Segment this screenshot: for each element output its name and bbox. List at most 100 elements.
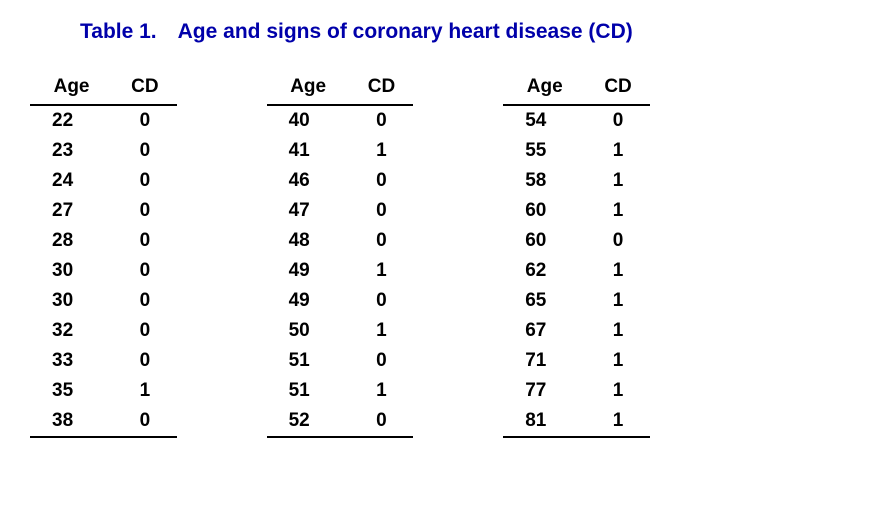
cell-cd: 1	[113, 376, 176, 406]
cell-cd: 0	[113, 286, 176, 316]
table-row: 671	[503, 316, 650, 346]
table-row: 490	[267, 286, 414, 316]
table-row: 510	[267, 346, 414, 376]
cell-age: 23	[30, 136, 113, 166]
cell-cd: 0	[113, 406, 176, 437]
cell-cd: 0	[113, 166, 176, 196]
cell-cd: 1	[586, 256, 649, 286]
table-row: 300	[30, 256, 177, 286]
cell-age: 71	[503, 346, 586, 376]
column-header-age: Age	[503, 72, 586, 105]
table-row: 600	[503, 226, 650, 256]
table-row: 280	[30, 226, 177, 256]
cell-age: 38	[30, 406, 113, 437]
table-row: 601	[503, 196, 650, 226]
cell-cd: 1	[586, 406, 649, 437]
table-row: 230	[30, 136, 177, 166]
cell-age: 46	[267, 166, 350, 196]
cell-age: 81	[503, 406, 586, 437]
cell-age: 51	[267, 346, 350, 376]
column-header-cd: CD	[350, 72, 413, 105]
cell-age: 60	[503, 196, 586, 226]
cell-cd: 1	[586, 316, 649, 346]
cell-cd: 0	[350, 226, 413, 256]
cell-age: 52	[267, 406, 350, 437]
table-row: 811	[503, 406, 650, 437]
table-row: 380	[30, 406, 177, 437]
data-table-1: AgeCD400411460470480491490501510511520	[267, 72, 414, 438]
cell-cd: 0	[586, 105, 649, 136]
cell-age: 55	[503, 136, 586, 166]
cell-age: 65	[503, 286, 586, 316]
table-row: 621	[503, 256, 650, 286]
cell-age: 49	[267, 256, 350, 286]
table-row: 460	[267, 166, 414, 196]
table-row: 320	[30, 316, 177, 346]
table-row: 330	[30, 346, 177, 376]
cell-cd: 1	[350, 316, 413, 346]
cell-age: 41	[267, 136, 350, 166]
cell-cd: 0	[350, 406, 413, 437]
cell-cd: 0	[113, 256, 176, 286]
cell-cd: 0	[350, 105, 413, 136]
cell-age: 27	[30, 196, 113, 226]
cell-cd: 1	[586, 136, 649, 166]
table-row: 520	[267, 406, 414, 437]
cell-cd: 1	[586, 166, 649, 196]
table-row: 511	[267, 376, 414, 406]
table-row: 270	[30, 196, 177, 226]
cell-cd: 0	[350, 346, 413, 376]
cell-cd: 0	[586, 226, 649, 256]
cell-cd: 0	[113, 105, 176, 136]
cell-age: 49	[267, 286, 350, 316]
table-row: 470	[267, 196, 414, 226]
table-row: 540	[503, 105, 650, 136]
column-header-age: Age	[267, 72, 350, 105]
cell-age: 47	[267, 196, 350, 226]
column-header-age: Age	[30, 72, 113, 105]
table-title: Table 1. Age and signs of coronary heart…	[80, 20, 854, 44]
cell-cd: 1	[350, 256, 413, 286]
cell-age: 22	[30, 105, 113, 136]
cell-age: 58	[503, 166, 586, 196]
table-row: 771	[503, 376, 650, 406]
table-row: 711	[503, 346, 650, 376]
cell-age: 40	[267, 105, 350, 136]
cell-cd: 0	[113, 316, 176, 346]
cell-cd: 0	[113, 346, 176, 376]
cell-age: 62	[503, 256, 586, 286]
table-row: 300	[30, 286, 177, 316]
cell-cd: 0	[350, 196, 413, 226]
cell-cd: 0	[350, 166, 413, 196]
column-header-cd: CD	[113, 72, 176, 105]
cell-age: 24	[30, 166, 113, 196]
cell-age: 67	[503, 316, 586, 346]
table-row: 491	[267, 256, 414, 286]
cell-age: 32	[30, 316, 113, 346]
cell-cd: 1	[586, 376, 649, 406]
table-row: 400	[267, 105, 414, 136]
cell-age: 30	[30, 286, 113, 316]
cell-age: 51	[267, 376, 350, 406]
cell-cd: 1	[586, 196, 649, 226]
cell-cd: 0	[113, 226, 176, 256]
table-row: 501	[267, 316, 414, 346]
table-row: 581	[503, 166, 650, 196]
cell-age: 35	[30, 376, 113, 406]
cell-age: 30	[30, 256, 113, 286]
data-table-0: AgeCD220230240270280300300320330351380	[30, 72, 177, 438]
table-row: 651	[503, 286, 650, 316]
table-row: 240	[30, 166, 177, 196]
cell-age: 48	[267, 226, 350, 256]
cell-cd: 1	[350, 376, 413, 406]
cell-cd: 0	[113, 196, 176, 226]
cell-age: 54	[503, 105, 586, 136]
table-row: 220	[30, 105, 177, 136]
data-table-2: AgeCD540551581601600621651671711771811	[503, 72, 650, 438]
cell-age: 60	[503, 226, 586, 256]
cell-age: 77	[503, 376, 586, 406]
table-row: 351	[30, 376, 177, 406]
cell-cd: 1	[586, 286, 649, 316]
cell-age: 28	[30, 226, 113, 256]
cell-cd: 0	[350, 286, 413, 316]
